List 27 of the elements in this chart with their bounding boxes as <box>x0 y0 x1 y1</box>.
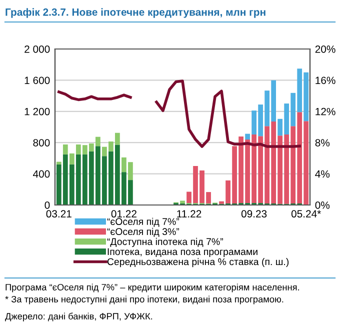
y-tick-label: 800 <box>33 139 50 146</box>
y2-tick-label: 0% <box>315 202 330 209</box>
y-tick-label: 2 000 <box>24 46 50 53</box>
x-tick-label: 05.24* <box>291 210 321 218</box>
y2-tick-label: 8% <box>315 139 330 146</box>
y2-tick-label: 4% <box>315 170 330 178</box>
y2-tick-label: 12% <box>316 108 336 116</box>
y-tick-label: 1 600 <box>24 76 50 84</box>
y-tick-label: 1 200 <box>24 108 50 116</box>
x-tick-label: 09.23 <box>241 210 267 218</box>
y-tick-label: 400 <box>33 170 50 178</box>
x-tick-label: 01.22 <box>111 210 136 218</box>
chart-title: Графік 2.3.7. Нове іпотечне кредитування, млн грн <box>6 8 266 18</box>
legend-label: “єОселя під 7%” <box>107 218 180 227</box>
x-tick-label: 03.21 <box>46 210 72 218</box>
legend-label: “Доступна іпотека під 7%” <box>107 238 223 247</box>
text: Програма “єОселя під 7%” – кредити широким категоріям населення. <box>6 284 299 292</box>
text: * За травень недоступні дані про іпотеки, видані поза програмою. <box>5 296 284 304</box>
text: Джерело: дані банків, ФРП, УФЖК. <box>5 312 152 322</box>
y2-tick-label: 16% <box>316 76 336 84</box>
y-tick-label: 0 <box>44 202 50 209</box>
y2-tick-label: 20% <box>315 46 336 53</box>
x-tick-label: 11.22 <box>177 210 202 218</box>
bar <box>56 162 62 164</box>
legend-label: “єОселя під 3%” <box>107 228 180 237</box>
legend-label: Іпотека, видана поза програмами <box>108 248 258 258</box>
legend-label: Середньозважена річна % ставка (п. ш.) <box>107 258 289 268</box>
